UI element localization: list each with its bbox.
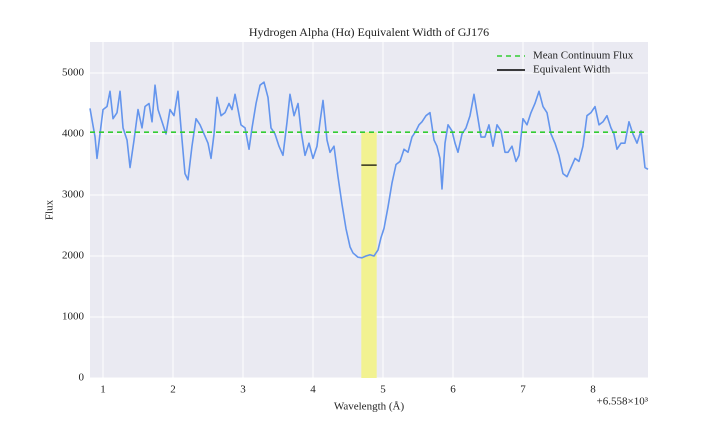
y-tick-label: 3000	[62, 189, 85, 201]
x-axis-label: Wavelength (Å)	[334, 401, 405, 413]
flux-line	[89, 81, 649, 259]
x-tick-label: 4	[310, 384, 316, 396]
chart-title: Hydrogen Alpha (Hα) Equivalent Width of …	[249, 25, 489, 39]
y-tick-label: 2000	[62, 250, 85, 262]
legend-label: Mean Continuum Flux	[533, 50, 634, 62]
x-offset-label: +6.558×10³	[597, 396, 649, 408]
y-tick-label: 5000	[62, 67, 85, 79]
x-tick-label: 6	[450, 384, 456, 396]
x-tick-label: 5	[380, 384, 386, 396]
x-tick-label: 3	[240, 384, 246, 396]
x-tick-label: 2	[170, 384, 176, 396]
y-tick-label: 4000	[62, 128, 85, 140]
y-tick-label: 1000	[62, 311, 85, 323]
y-axis-label: Flux	[44, 199, 56, 220]
y-tick-label: 0	[79, 372, 85, 384]
legend-label: Equivalent Width	[533, 64, 611, 76]
x-tick-label: 7	[520, 384, 526, 396]
x-tick-label: 8	[590, 384, 596, 396]
x-tick-label: 1	[100, 384, 106, 396]
